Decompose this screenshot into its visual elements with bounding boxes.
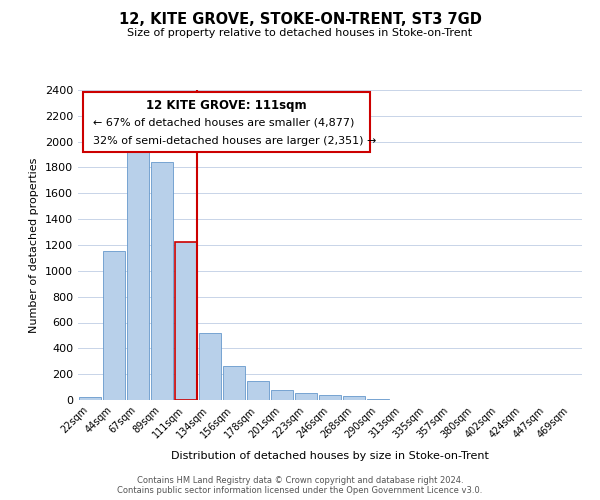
Text: Size of property relative to detached houses in Stoke-on-Trent: Size of property relative to detached ho…: [127, 28, 473, 38]
Text: Contains public sector information licensed under the Open Government Licence v3: Contains public sector information licen…: [118, 486, 482, 495]
Text: 12, KITE GROVE, STOKE-ON-TRENT, ST3 7GD: 12, KITE GROVE, STOKE-ON-TRENT, ST3 7GD: [119, 12, 481, 28]
Bar: [127, 148, 149, 400]
Bar: [79, 397, 101, 400]
Bar: [319, 395, 341, 400]
Bar: [223, 366, 245, 400]
Bar: [103, 252, 125, 400]
Bar: [271, 390, 293, 400]
Text: ← 67% of detached houses are smaller (4,877): ← 67% of detached houses are smaller (4,…: [93, 118, 355, 128]
Bar: [151, 162, 173, 400]
Bar: [343, 396, 365, 400]
Text: 12 KITE GROVE: 111sqm: 12 KITE GROVE: 111sqm: [146, 100, 307, 112]
Bar: [367, 399, 389, 400]
Bar: [247, 380, 269, 400]
Y-axis label: Number of detached properties: Number of detached properties: [29, 158, 40, 332]
Text: 32% of semi-detached houses are larger (2,351) →: 32% of semi-detached houses are larger (…: [93, 136, 376, 146]
FancyBboxPatch shape: [83, 92, 370, 152]
Bar: [199, 333, 221, 400]
Bar: [175, 242, 197, 400]
Text: Contains HM Land Registry data © Crown copyright and database right 2024.: Contains HM Land Registry data © Crown c…: [137, 476, 463, 485]
Bar: [295, 393, 317, 400]
X-axis label: Distribution of detached houses by size in Stoke-on-Trent: Distribution of detached houses by size …: [171, 451, 489, 461]
